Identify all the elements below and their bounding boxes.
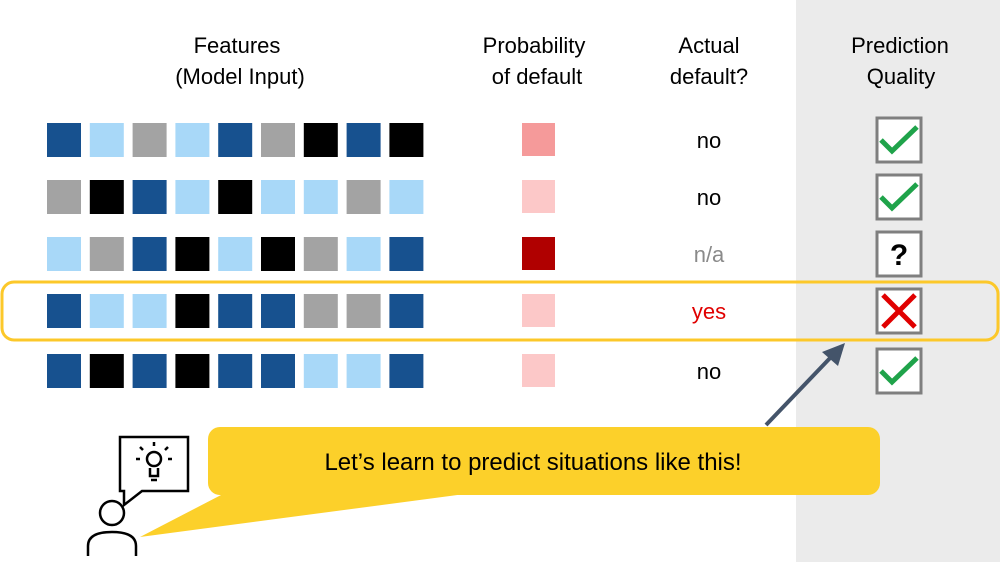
feature-square	[218, 354, 253, 388]
feature-square	[389, 294, 424, 328]
feature-square	[175, 354, 210, 388]
feature-square	[132, 237, 167, 271]
probability-square	[522, 237, 555, 270]
feature-square	[47, 123, 81, 157]
callout-text: Let’s learn to predict situations like t…	[324, 449, 741, 476]
probability-square	[522, 294, 555, 327]
feature-square	[261, 180, 295, 214]
header: (Model Input)	[175, 64, 305, 89]
feature-square	[175, 180, 210, 214]
callout	[208, 427, 880, 495]
feature-square	[132, 354, 167, 388]
feature-square	[346, 123, 381, 157]
feature-square	[303, 237, 338, 271]
feature-square	[89, 123, 124, 157]
feature-square	[175, 237, 210, 271]
actual-label: n/a	[694, 242, 725, 267]
header: Quality	[867, 64, 935, 89]
probability-square	[522, 123, 555, 156]
actual-label: no	[697, 185, 721, 210]
feature-square	[89, 180, 124, 214]
feature-square	[389, 123, 424, 157]
header: of default	[492, 64, 583, 89]
feature-square	[175, 294, 210, 328]
quality-box	[875, 230, 923, 278]
arrow	[764, 354, 834, 427]
header: Actual	[678, 33, 739, 58]
feature-square	[218, 294, 253, 328]
feature-square	[218, 180, 253, 214]
actual-label: no	[697, 359, 721, 384]
feature-square	[261, 123, 295, 157]
actual-label: no	[697, 128, 721, 153]
feature-square	[47, 180, 81, 214]
header: Prediction	[851, 33, 949, 58]
feature-square	[132, 180, 167, 214]
feature-square	[389, 237, 424, 271]
feature-square	[261, 354, 295, 388]
feature-square	[89, 237, 124, 271]
feature-square	[303, 180, 338, 214]
probability-square	[522, 354, 555, 387]
feature-square	[389, 180, 424, 214]
feature-square	[132, 123, 167, 157]
check-mark	[879, 182, 919, 212]
cross-mark	[881, 293, 917, 329]
actual-label: yes	[692, 299, 726, 324]
feature-square	[175, 123, 210, 157]
feature-square	[218, 123, 253, 157]
feature-square	[89, 294, 124, 328]
feature-square	[389, 354, 424, 388]
check-mark	[879, 356, 919, 386]
quality-symbol: ?	[890, 239, 908, 272]
probability-square	[522, 180, 555, 213]
feature-square	[303, 294, 338, 328]
feature-square	[261, 237, 295, 271]
person-icon	[86, 435, 190, 556]
header: default?	[670, 64, 748, 89]
feature-square	[346, 180, 381, 214]
feature-square	[303, 123, 338, 157]
feature-square	[346, 237, 381, 271]
feature-square	[47, 237, 81, 271]
rows: no no n/a ? yes no	[0, 116, 1000, 395]
feature-square	[261, 294, 295, 328]
header: Features	[194, 33, 281, 58]
feature-square	[303, 354, 338, 388]
feature-square	[132, 294, 167, 328]
feature-square	[218, 237, 253, 271]
feature-square	[47, 354, 81, 388]
feature-square	[89, 354, 124, 388]
feature-square	[346, 354, 381, 388]
check-mark	[879, 125, 919, 155]
quality-box	[875, 347, 923, 395]
highlight	[0, 280, 1000, 342]
header: Probability	[483, 33, 586, 58]
feature-square	[47, 294, 81, 328]
arrow-head	[822, 343, 845, 366]
feature-square	[346, 294, 381, 328]
